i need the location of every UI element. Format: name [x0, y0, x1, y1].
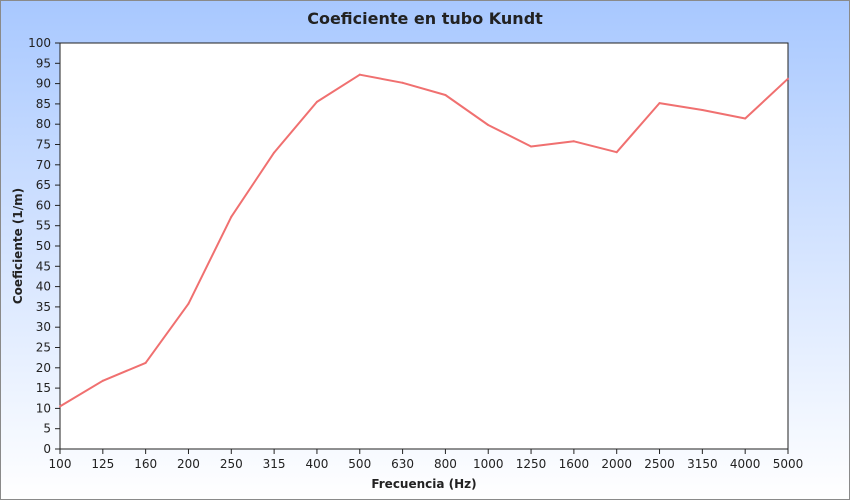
- y-tick-label: 35: [36, 300, 51, 314]
- data-point: [658, 102, 661, 105]
- y-axis: 0 5 10 15 20 25 30 35 40 45 50 55 60 65 70 75 80 85 90 95 10…: [28, 36, 60, 456]
- x-tick-label: 315: [263, 457, 286, 471]
- y-tick-label: 95: [36, 56, 51, 70]
- y-tick-label: 75: [36, 138, 51, 152]
- data-point: [187, 302, 190, 305]
- y-tick-label: 60: [36, 198, 51, 212]
- x-tick-label: 250: [220, 457, 243, 471]
- y-tick-label: 100: [28, 36, 51, 50]
- y-tick-label: 40: [36, 280, 51, 294]
- chart-title: Coeficiente en tubo Kundt: [307, 9, 543, 28]
- x-tick-label: 630: [391, 457, 414, 471]
- x-tick-label: 2000: [601, 457, 632, 471]
- data-point: [401, 81, 404, 84]
- data-point: [444, 93, 447, 96]
- x-tick-label: 4000: [730, 457, 761, 471]
- x-tick-label: 100: [49, 457, 72, 471]
- data-point: [487, 124, 490, 127]
- y-tick-label: 0: [43, 442, 51, 456]
- y-tick-label: 70: [36, 158, 51, 172]
- data-point: [273, 151, 276, 154]
- x-tick-label: 400: [305, 457, 328, 471]
- plot-area: [59, 42, 789, 450]
- series-layer: [59, 73, 789, 408]
- y-tick-label: 65: [36, 178, 51, 192]
- x-tick-label: 500: [348, 457, 371, 471]
- x-tick-label: 1600: [559, 457, 590, 471]
- data-point: [59, 405, 61, 408]
- series-line: [59, 73, 789, 408]
- x-tick-label: 125: [91, 457, 114, 471]
- y-tick-label: 45: [36, 259, 51, 273]
- x-tick-label: 160: [134, 457, 157, 471]
- x-tick-label: 5000: [773, 457, 804, 471]
- data-point: [101, 379, 104, 382]
- data-point: [315, 100, 318, 103]
- data-point: [787, 77, 789, 80]
- data-point: [572, 140, 575, 143]
- data-point: [701, 108, 704, 111]
- y-tick-label: 55: [36, 219, 51, 233]
- y-tick-label: 20: [36, 361, 51, 375]
- y-tick-label: 85: [36, 97, 51, 111]
- x-tick-label: 3150: [687, 457, 718, 471]
- data-point: [744, 117, 747, 120]
- data-point: [615, 151, 618, 154]
- x-tick-label: 2500: [644, 457, 675, 471]
- y-tick-label: 10: [36, 401, 51, 415]
- y-tick-label: 5: [43, 422, 51, 436]
- x-tick-label: 1000: [473, 457, 504, 471]
- x-axis: 100 125 160 200 250 315 400 500 630 800 1000 1250 16…: [49, 449, 804, 471]
- y-tick-label: 30: [36, 320, 51, 334]
- y-tick-label: 50: [36, 239, 51, 253]
- x-axis-label: Frecuencia (Hz): [371, 477, 476, 491]
- data-point: [230, 215, 233, 218]
- y-axis-label: Coeficiente (1/m): [11, 188, 25, 304]
- data-point: [358, 73, 361, 76]
- x-tick-label: 200: [177, 457, 200, 471]
- y-tick-label: 15: [36, 381, 51, 395]
- x-tick-label: 800: [434, 457, 457, 471]
- y-tick-label: 25: [36, 341, 51, 355]
- data-point: [144, 361, 147, 364]
- x-tick-label: 1250: [516, 457, 547, 471]
- y-tick-label: 80: [36, 117, 51, 131]
- y-tick-label: 90: [36, 77, 51, 91]
- data-point: [530, 145, 533, 148]
